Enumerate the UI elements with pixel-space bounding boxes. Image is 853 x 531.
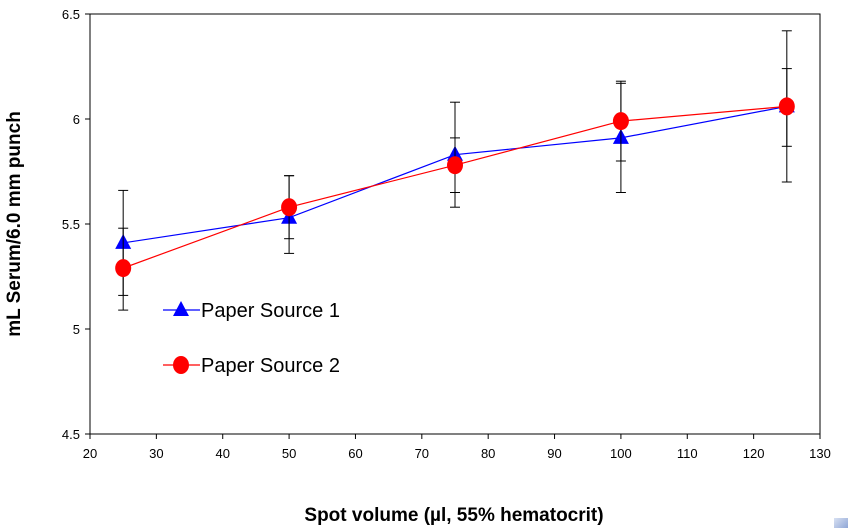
legend-item: Paper Source 2: [163, 355, 340, 377]
y-tick-label: 4.5: [62, 427, 80, 442]
x-tick-label: 130: [809, 446, 831, 461]
legend: Paper Source 1 Paper Source 2: [163, 300, 340, 377]
legend-marker-triangle: [173, 301, 189, 316]
x-tick-label: 40: [215, 446, 229, 461]
x-tick-label: 70: [415, 446, 429, 461]
x-tick-label: 110: [677, 446, 698, 461]
x-tick-label: 100: [610, 446, 632, 461]
series-2: [115, 68, 795, 311]
legend-label: Paper Source 2: [201, 355, 340, 377]
y-tick-label: 5: [73, 322, 80, 337]
x-tick-label: 120: [743, 446, 765, 461]
x-axis-title: Spot volume (µl, 55% hematocrit): [304, 505, 603, 526]
y-tick-label: 6.5: [62, 7, 80, 22]
data-point-circle: [778, 97, 795, 116]
data-point-circle: [612, 112, 629, 131]
x-tick-label: 30: [149, 446, 163, 461]
corner-thumbnail-icon: [834, 518, 848, 528]
legend-item: Paper Source 1: [163, 300, 340, 322]
data-point-circle: [447, 156, 463, 175]
legend-label: Paper Source 1: [201, 300, 340, 322]
plot-border: [89, 13, 821, 435]
data-point-circle: [281, 198, 298, 217]
series-layer: [115, 30, 795, 311]
data-point-circle: [115, 259, 132, 278]
y-tick-label: 6: [73, 112, 80, 127]
plot-area: [89, 13, 821, 435]
x-tick-label: 90: [547, 446, 561, 461]
x-tick-label: 20: [83, 446, 97, 461]
y-tick-label: 5.5: [62, 217, 80, 232]
axes: 20 30 40 50 60 70 80 90 100 110 120 130 4.5 5 5.5 6 6.5: [62, 7, 831, 461]
legend-marker-circle: [173, 356, 189, 374]
x-tick-label: 60: [348, 446, 362, 461]
x-tick-label: 50: [282, 446, 296, 461]
y-axis-title: mL Serum/6.0 mm punch: [4, 111, 25, 337]
x-tick-label: 80: [481, 446, 495, 461]
